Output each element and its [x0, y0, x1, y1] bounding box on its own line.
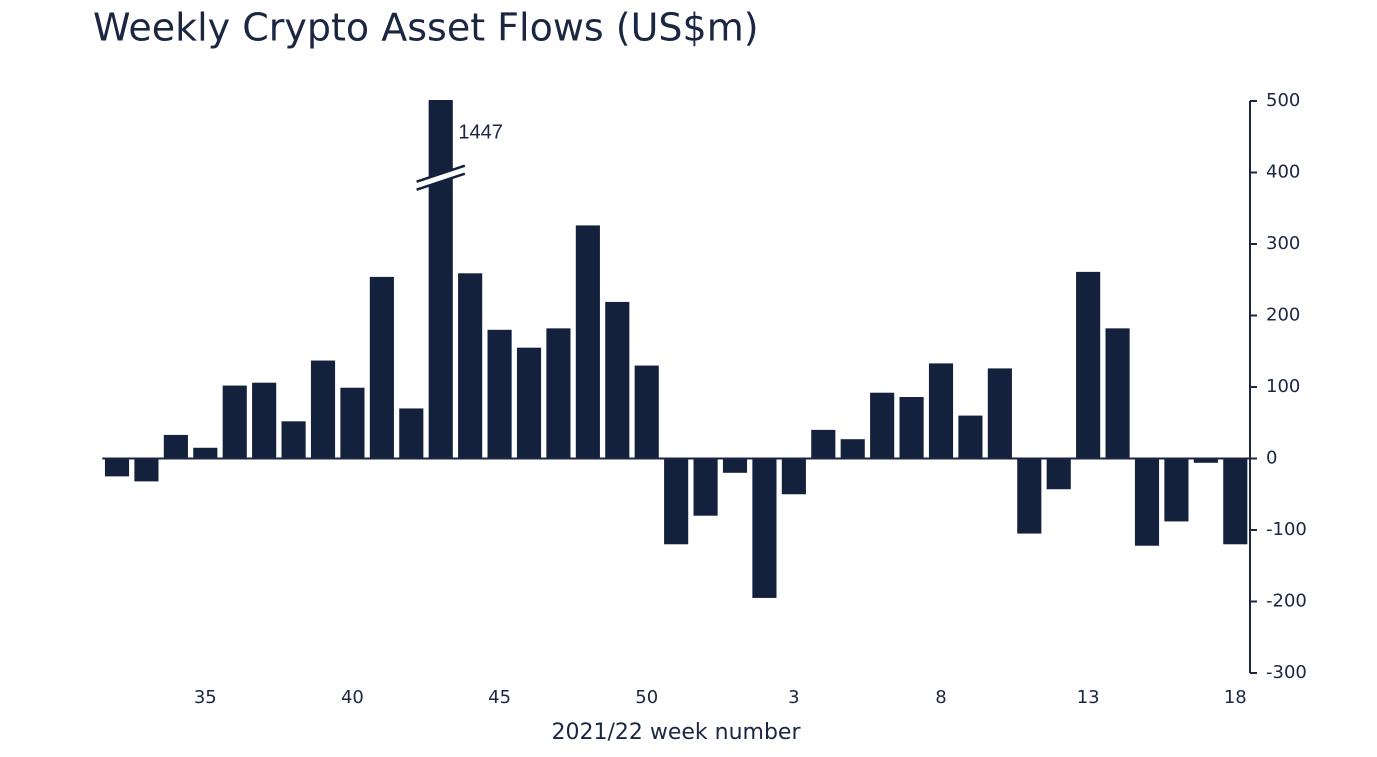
bar — [1105, 328, 1130, 459]
bar — [516, 347, 542, 459]
bar — [1046, 458, 1071, 490]
x-tick-label: 45 — [488, 687, 511, 708]
axis-break-line — [416, 172, 466, 191]
bar — [399, 408, 424, 459]
bar — [1134, 458, 1160, 546]
bar — [134, 458, 159, 482]
y-tick-label: -300 — [1266, 662, 1307, 683]
x-tick-label: 40 — [341, 687, 364, 708]
bar — [1164, 458, 1189, 522]
bar — [870, 392, 895, 459]
bar — [1076, 271, 1101, 459]
y-tick-label: 100 — [1266, 376, 1300, 397]
bar — [752, 458, 777, 598]
bar — [252, 382, 277, 459]
bar — [722, 458, 748, 473]
bar — [958, 415, 983, 459]
bar — [840, 439, 865, 459]
bar — [222, 385, 247, 459]
axis-break — [416, 165, 465, 190]
bar — [1017, 458, 1042, 534]
x-tick-label: 8 — [935, 687, 946, 708]
bar — [811, 429, 836, 459]
bar — [928, 363, 954, 459]
x-tick-label: 35 — [194, 687, 217, 708]
bar — [781, 458, 806, 495]
x-tick-label: 3 — [788, 687, 799, 708]
bar — [546, 328, 571, 459]
bar — [634, 365, 659, 459]
bar — [340, 387, 365, 459]
x-tick-label: 50 — [635, 687, 658, 708]
bar — [310, 360, 336, 459]
data-label: 1447 — [458, 121, 503, 143]
bar — [575, 225, 600, 459]
y-tick-label: 200 — [1266, 305, 1300, 326]
y-tick-label: -100 — [1266, 519, 1307, 540]
y-tick-label: 400 — [1266, 162, 1300, 183]
bar — [987, 368, 1012, 459]
y-tick-label: 500 — [1266, 90, 1300, 111]
bar — [163, 434, 188, 459]
x-tick-label: 18 — [1224, 687, 1247, 708]
bar — [193, 447, 218, 459]
bar — [693, 458, 718, 516]
bar — [1193, 458, 1218, 463]
bar — [605, 301, 630, 459]
bar — [1223, 458, 1248, 545]
y-tick-label: 0 — [1266, 448, 1277, 469]
y-tick-label: 300 — [1266, 233, 1300, 254]
y-tick-label: -200 — [1266, 591, 1307, 612]
bar — [369, 276, 394, 459]
bar — [664, 458, 689, 545]
bar — [104, 458, 130, 477]
bar — [458, 273, 483, 459]
chart-title: Weekly Crypto Asset Flows (US$m) — [93, 6, 759, 50]
axis-break-line — [416, 164, 466, 183]
x-tick-label: 13 — [1077, 687, 1100, 708]
bar — [487, 329, 512, 459]
bar — [899, 397, 924, 459]
bar — [428, 100, 453, 459]
bar — [281, 421, 306, 459]
x-axis-label: 2021/22 week number — [551, 720, 801, 745]
